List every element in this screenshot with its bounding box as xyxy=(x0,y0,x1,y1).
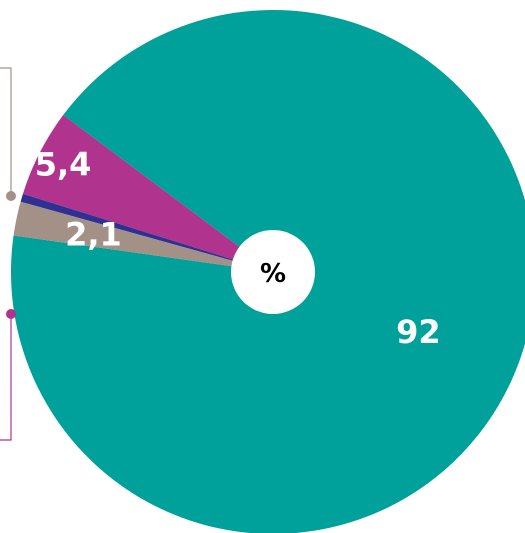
slice-label-1: 5,4 xyxy=(35,146,92,184)
slice-label-3: 2,1 xyxy=(65,216,122,254)
connector-dot-upper xyxy=(6,191,16,201)
center-hole xyxy=(231,230,315,314)
pie-slice-3 xyxy=(13,201,273,272)
slice-labels: 92 5,4 2,1 xyxy=(35,146,441,351)
connector-lower xyxy=(0,314,12,441)
connector-lines xyxy=(0,67,16,441)
center-label: % xyxy=(260,259,286,289)
connector-upper xyxy=(0,67,12,196)
slice-label-0: 92 xyxy=(396,313,441,351)
pie-slice-2 xyxy=(20,193,274,272)
pie-slice-1 xyxy=(22,115,273,272)
connector-dot-lower xyxy=(6,309,16,319)
